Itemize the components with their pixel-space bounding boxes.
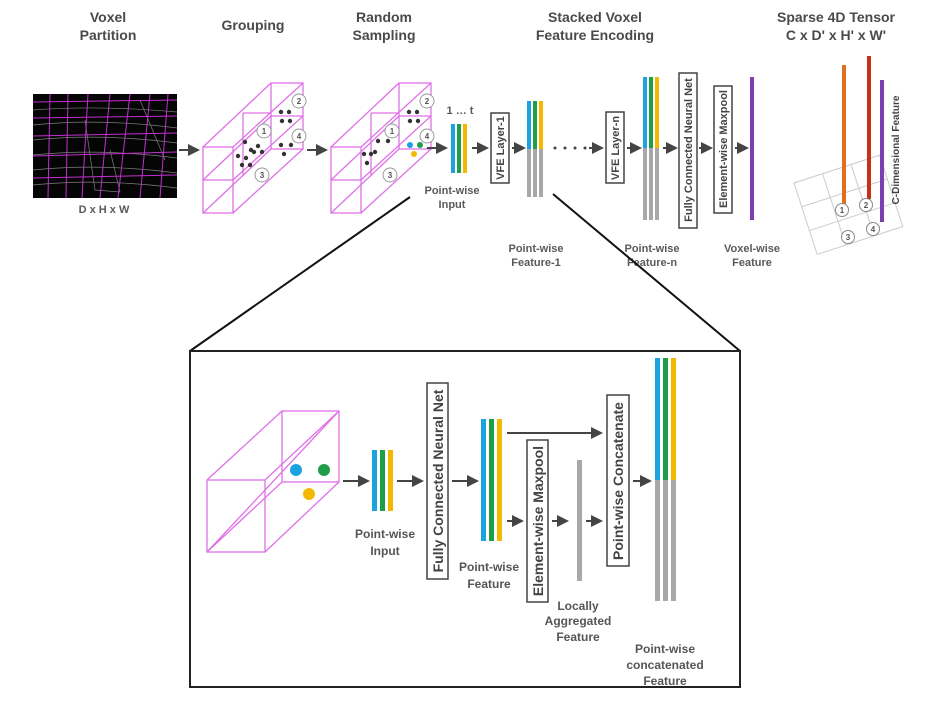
pointwise-feature-1-label: Point-wise — [508, 243, 563, 255]
vfe-layer-1-label: VFE Layer-1 — [495, 116, 507, 180]
concatenated-feature-label: Point-wise — [635, 642, 695, 656]
detail-pointwise-feature-bars — [481, 419, 502, 541]
point-blue — [290, 464, 302, 476]
voxel-id: 1 — [262, 127, 267, 136]
concatenated-feature-label: Feature — [643, 674, 687, 688]
voxel-id: 3 — [388, 171, 393, 180]
detail-pointwise-feature-label: Point-wise — [459, 560, 519, 574]
concatenated-feature-bars — [655, 358, 676, 601]
one-to-t-label: 1 … t — [447, 105, 474, 117]
title-line: Feature Encoding — [536, 27, 654, 43]
zoom-line-right — [552, 193, 741, 352]
feature-bar-red — [867, 56, 871, 199]
feature-bar-purple — [880, 80, 884, 222]
detail-voxel — [206, 410, 340, 553]
voxel-id: 2 — [425, 97, 430, 106]
lidar-point-cloud-image — [32, 93, 178, 199]
locally-aggregated-bar — [577, 460, 582, 581]
detail-pointwise-feature-label: Feature — [467, 577, 511, 591]
detail-concatenate-box: Point-wise Concatenate — [606, 394, 630, 567]
voxelwise-feature-label: Voxel-wise — [724, 243, 780, 255]
voxel-id: 4 — [425, 132, 430, 141]
title-line: Voxel — [90, 9, 126, 25]
pointwise-input-bars — [451, 124, 467, 173]
title-line: Sparse 4D Tensor — [777, 9, 896, 25]
title-line: C x D' x H' x W' — [786, 27, 886, 43]
title-random-sampling: Random Sampling — [352, 9, 415, 43]
pointwise-input-label: Input — [439, 199, 466, 211]
sampling-voxels: 2 1 4 3 — [330, 82, 435, 214]
voxel-id: 4 — [297, 132, 302, 141]
ellipsis-dots — [553, 146, 587, 150]
vfe-detail-panel — [189, 350, 741, 688]
detail-fcn-label: Fully Connected Neural Net — [430, 389, 446, 572]
voxel-id: 4 — [871, 225, 876, 234]
concatenated-feature-label: concatenated — [626, 658, 703, 672]
voxelwise-feature-bar — [750, 77, 754, 220]
title-line: Stacked Voxel — [548, 9, 642, 25]
sparse-tensor-grid: 1 2 3 4 C-Dimensional Feature — [793, 56, 904, 255]
locally-aggregated-label: Aggregated — [545, 614, 612, 628]
zoom-line-left — [189, 196, 411, 352]
title-svfe: Stacked Voxel Feature Encoding — [536, 9, 654, 43]
title-line: Partition — [80, 27, 137, 43]
point-yellow — [303, 488, 315, 500]
vfe-layer-n-box: VFE Layer-n — [605, 111, 625, 184]
vfe-layer-1-box: VFE Layer-1 — [490, 112, 510, 184]
detail-maxpool-box: Element-wise Maxpool — [526, 439, 549, 603]
fcn-box-top: Fully Connected Neural Net — [678, 72, 698, 229]
point-green — [318, 464, 330, 476]
dims-label: D x H x W — [79, 204, 130, 216]
pointwise-feature-n-bars — [643, 77, 659, 220]
c-dim-feature-label: C-Dimensional Feature — [891, 95, 902, 204]
title-line: Sampling — [352, 27, 415, 43]
voxel-id: 2 — [297, 97, 302, 106]
locally-aggregated-label: Locally — [557, 599, 599, 613]
detail-pointwise-input-label: Input — [370, 544, 399, 558]
maxpool-box-top: Element-wise Maxpool — [713, 85, 733, 214]
voxel-id: 1 — [390, 127, 395, 136]
title-voxel-partition: Voxel Partition — [80, 9, 137, 43]
pointwise-input-label: Point-wise — [424, 185, 479, 197]
feature-bar-orange — [842, 65, 846, 207]
voxel-id: 3 — [846, 233, 851, 242]
voxel-id: 2 — [864, 201, 869, 210]
detail-maxpool-label: Element-wise Maxpool — [530, 446, 546, 596]
vfe-layer-n-label: VFE Layer-n — [610, 116, 622, 180]
detail-fcn-box: Fully Connected Neural Net — [426, 382, 449, 580]
voxel-id: 1 — [840, 206, 845, 215]
title-line: Random — [356, 9, 412, 25]
voxelwise-feature-label: Feature — [732, 257, 772, 269]
locally-aggregated-label: Feature — [556, 630, 600, 644]
pointwise-feature-1-bars — [527, 101, 543, 197]
pointwise-feature-n-label: Point-wise — [624, 243, 679, 255]
detail-pointwise-input-bars — [372, 450, 393, 511]
voxel-id: 3 — [260, 171, 265, 180]
detail-concatenate-label: Point-wise Concatenate — [610, 402, 626, 560]
grouping-voxels: 2 1 4 3 — [202, 82, 307, 214]
title-grouping: Grouping — [222, 17, 285, 33]
pointwise-feature-1-label: Feature-1 — [511, 257, 561, 269]
detail-pointwise-input-label: Point-wise — [355, 527, 415, 541]
maxpool-label: Element-wise Maxpool — [718, 90, 730, 208]
title-sparse-tensor: Sparse 4D Tensor C x D' x H' x W' — [777, 9, 896, 43]
fcn-label: Fully Connected Neural Net — [683, 78, 695, 222]
